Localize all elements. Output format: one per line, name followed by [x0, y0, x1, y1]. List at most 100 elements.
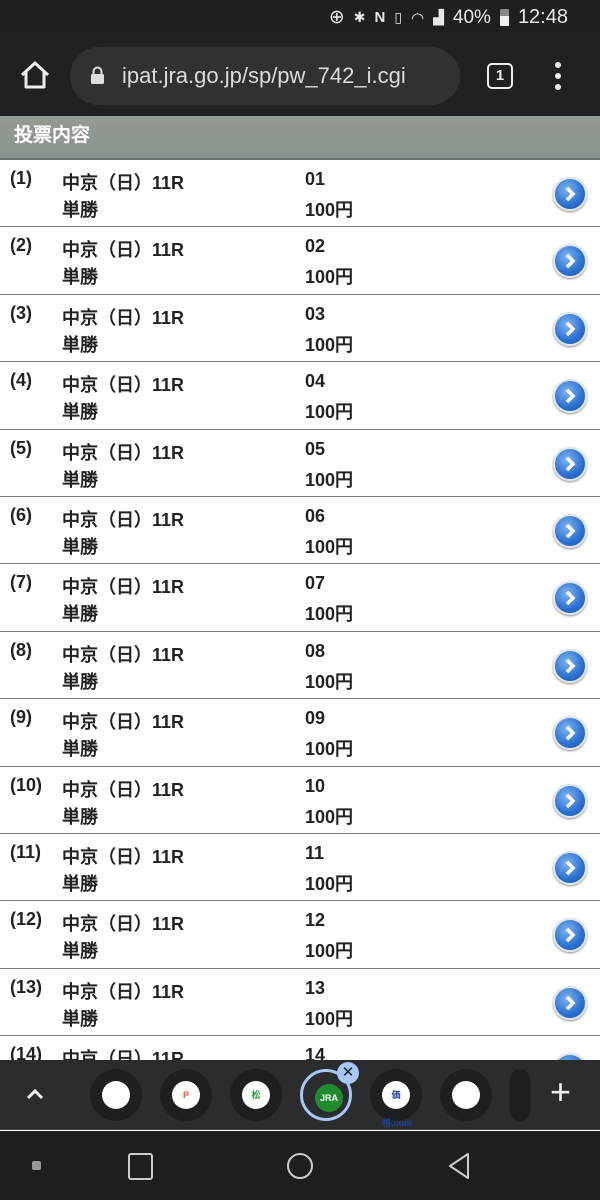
bet-type: 単勝 [62, 941, 98, 962]
status-bar: ⊕ ✱ N ▯ ◠ ▟ 40% 12:48 [0, 0, 600, 34]
race-name: 中京（日）11R [62, 509, 185, 530]
favicon-icon: JRA [315, 1084, 343, 1112]
race-name: 中京（日）11R [62, 712, 185, 733]
bet-row[interactable]: (1) 中京（日）11R 単勝 01 100円 [0, 160, 600, 228]
horse-number: 04 [305, 371, 326, 392]
signal-icon: ▟ [433, 9, 444, 25]
favicon-icon: P [172, 1081, 200, 1109]
bet-row[interactable]: (7) 中京（日）11R 単勝 07 100円 [0, 564, 600, 632]
tab-favicon-anime-site[interactable] [440, 1069, 492, 1121]
url-text: ipat.jra.go.jp/sp/pw_742_i.cgi [122, 63, 406, 88]
chevron-right-icon[interactable] [553, 1053, 587, 1060]
horse-number: 13 [305, 977, 326, 998]
favicon-icon [102, 1081, 130, 1109]
race-name: 中京（日）11R [62, 375, 185, 396]
chevron-right-icon[interactable] [553, 581, 587, 616]
tab-switcher-button[interactable]: 1 [487, 63, 513, 89]
chevron-right-icon[interactable] [553, 379, 587, 414]
tab-favicon-green-kanji-site[interactable]: 松 [230, 1069, 282, 1121]
tab-favicon-partial[interactable] [510, 1069, 530, 1121]
tab-favicon-kakaku-com[interactable]: 価格.com [370, 1069, 422, 1128]
bet-number: (11) [10, 841, 42, 862]
bet-row[interactable]: (6) 中京（日）11R 単勝 06 100円 [0, 497, 600, 565]
bet-type: 単勝 [62, 334, 98, 355]
bet-row[interactable]: (9) 中京（日）11R 単勝 09 100円 [0, 699, 600, 767]
horse-number: 07 [305, 573, 326, 594]
chevron-right-icon[interactable] [553, 850, 587, 885]
bet-row[interactable]: (2) 中京（日）11R 単勝 02 100円 [0, 227, 600, 295]
close-tab-icon[interactable]: ✕ [337, 1062, 359, 1084]
bet-number: (3) [10, 302, 32, 323]
tab-strip: P 松 JRA ✕ 価格.com + [0, 1060, 600, 1130]
race-name: 中京（日）11R [62, 846, 185, 867]
chevron-right-icon[interactable] [553, 311, 587, 346]
bet-amount: 100円 [305, 334, 354, 355]
tab-favicon-jra-site[interactable]: JRA ✕ [300, 1062, 359, 1121]
race-name: 中京（日）11R [62, 307, 185, 328]
system-nav-bar [0, 1131, 600, 1200]
bet-number: (5) [10, 437, 32, 458]
recents-button[interactable] [128, 1153, 153, 1180]
bet-type: 単勝 [62, 200, 98, 220]
bet-row[interactable]: (11) 中京（日）11R 単勝 11 100円 [0, 834, 600, 902]
bet-number: (12) [10, 909, 43, 930]
race-name: 中京（日）11R [62, 644, 185, 665]
home-icon[interactable] [18, 58, 52, 92]
bet-type: 単勝 [62, 604, 98, 625]
back-button[interactable] [446, 1151, 472, 1181]
browser-toolbar: ipat.jra.go.jp/sp/pw_742_i.cgi 1 [0, 34, 600, 116]
bet-amount: 100円 [305, 1008, 354, 1029]
tab-favicon-horse-site[interactable] [90, 1069, 142, 1121]
bet-amount: 100円 [305, 402, 354, 423]
bet-list: (1) 中京（日）11R 単勝 01 100円 (2) 中京（日）11R 単勝 … [0, 160, 600, 1060]
bet-amount: 100円 [305, 200, 354, 220]
bet-type: 単勝 [62, 1008, 98, 1029]
bet-row[interactable]: (8) 中京（日）11R 単勝 08 100円 [0, 632, 600, 700]
section-header: 投票内容 [0, 116, 600, 160]
race-name: 中京（日）11R [62, 442, 185, 463]
race-name: 中京（日）11R [62, 1049, 185, 1060]
race-name: 中京（日）11R [62, 981, 185, 1002]
bet-row[interactable]: (5) 中京（日）11R 単勝 05 100円 [0, 430, 600, 497]
bet-row[interactable]: (10) 中京（日）11R 単勝 10 100円 [0, 767, 600, 834]
chevron-right-icon[interactable] [553, 513, 587, 548]
chevron-right-icon[interactable] [553, 783, 587, 818]
chevron-right-icon[interactable] [553, 716, 587, 751]
bet-type: 単勝 [62, 806, 98, 827]
horse-number: 08 [305, 640, 326, 661]
bet-row[interactable]: (13) 中京（日）11R 単勝 13 100円 [0, 969, 600, 1037]
horse-number: 06 [305, 505, 326, 526]
clock: 12:48 [517, 6, 568, 28]
chevron-right-icon[interactable] [553, 177, 587, 211]
bet-row[interactable]: (3) 中京（日）11R 単勝 03 100円 [0, 295, 600, 363]
chevron-right-icon[interactable] [553, 648, 587, 683]
more-menu-icon[interactable] [550, 62, 566, 92]
bet-number: (10) [10, 774, 43, 795]
chevron-right-icon[interactable] [553, 985, 587, 1020]
bet-number: (8) [10, 639, 32, 660]
tab-favicon-red-p-site[interactable]: P [160, 1069, 212, 1121]
bet-type: 単勝 [62, 402, 98, 423]
bet-row[interactable]: (14) 中京（日）11R 14 [0, 1036, 600, 1060]
vibrate-icon: ▯ [394, 9, 403, 25]
horse-number: 03 [305, 303, 326, 324]
bet-number: (2) [10, 235, 32, 256]
home-nav-button[interactable] [287, 1153, 313, 1179]
horse-number: 12 [305, 910, 326, 931]
chevron-right-icon[interactable] [553, 244, 587, 279]
favicon-icon: 松 [242, 1081, 270, 1109]
chevron-right-icon[interactable] [553, 918, 587, 953]
new-tab-button[interactable]: + [550, 1071, 572, 1112]
chevron-right-icon[interactable] [553, 446, 587, 481]
address-bar[interactable]: ipat.jra.go.jp/sp/pw_742_i.cgi [70, 47, 460, 105]
bet-amount: 100円 [305, 739, 354, 760]
bet-amount: 100円 [305, 267, 354, 288]
wifi-icon: ◠ [411, 9, 425, 27]
bet-row[interactable]: (4) 中京（日）11R 単勝 04 100円 [0, 362, 600, 430]
race-name: 中京（日）11R [62, 914, 185, 935]
bet-row[interactable]: (12) 中京（日）11R 単勝 12 100円 [0, 901, 600, 969]
expand-up-icon[interactable] [24, 1086, 46, 1102]
bet-type: 単勝 [62, 671, 98, 692]
bet-type: 単勝 [62, 739, 98, 760]
lock-icon [91, 66, 104, 84]
